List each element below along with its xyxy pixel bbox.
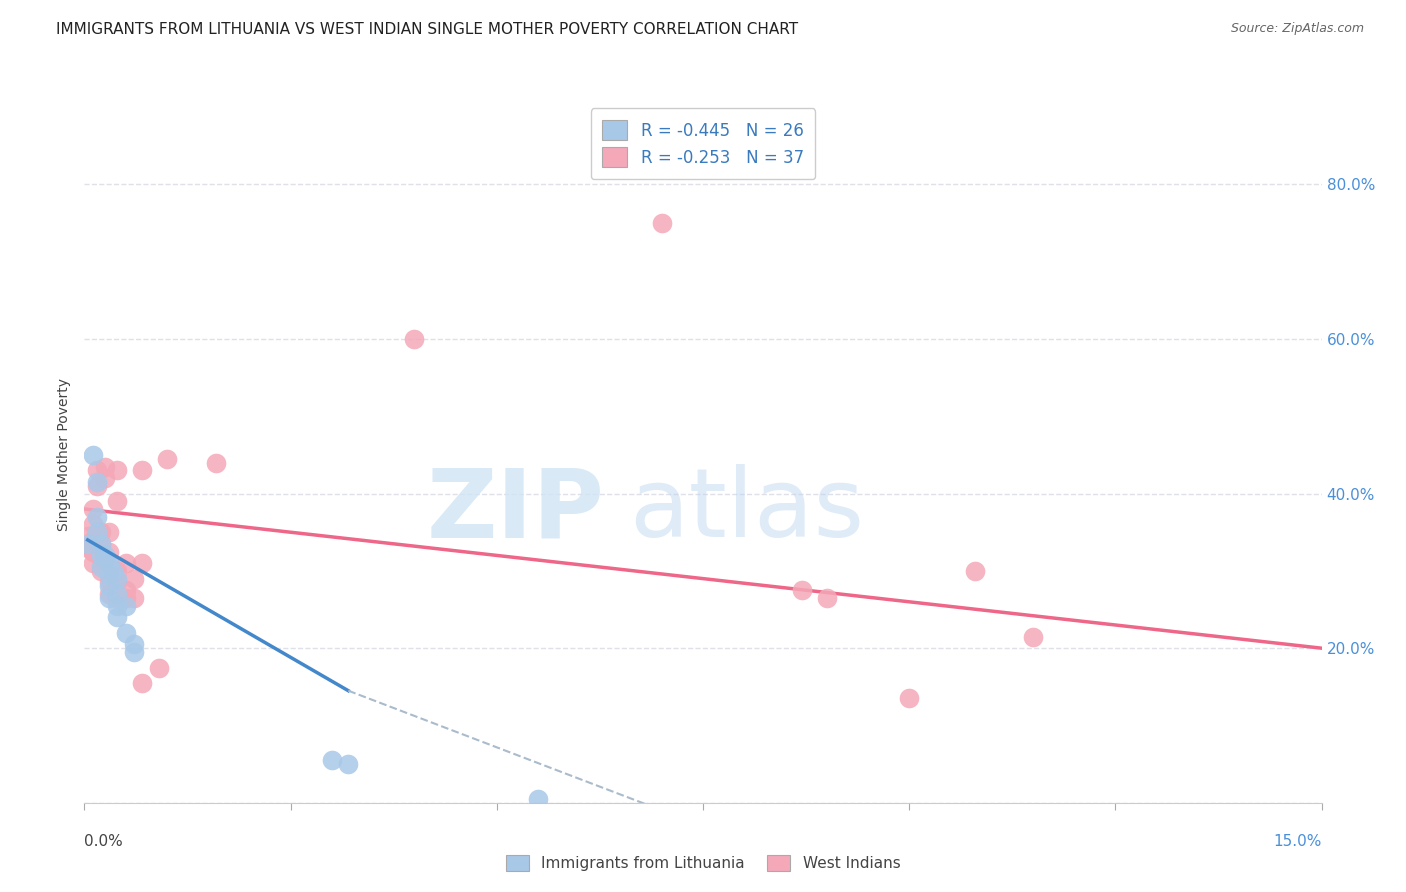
Point bbox=[131, 676, 153, 690]
Point bbox=[131, 556, 153, 570]
Point bbox=[965, 564, 987, 578]
Point bbox=[94, 549, 117, 563]
Point bbox=[337, 757, 360, 772]
Point bbox=[94, 459, 117, 474]
Point bbox=[815, 591, 838, 605]
Point bbox=[98, 575, 121, 590]
Point bbox=[98, 579, 121, 593]
Text: Source: ZipAtlas.com: Source: ZipAtlas.com bbox=[1230, 22, 1364, 36]
Legend: Immigrants from Lithuania, West Indians: Immigrants from Lithuania, West Indians bbox=[498, 847, 908, 879]
Point bbox=[82, 533, 104, 547]
Point bbox=[90, 560, 112, 574]
Point bbox=[122, 572, 145, 586]
Point bbox=[122, 637, 145, 651]
Point bbox=[90, 525, 112, 540]
Point bbox=[82, 556, 104, 570]
Text: ZIP: ZIP bbox=[426, 464, 605, 558]
Point bbox=[122, 645, 145, 659]
Text: IMMIGRANTS FROM LITHUANIA VS WEST INDIAN SINGLE MOTHER POVERTY CORRELATION CHART: IMMIGRANTS FROM LITHUANIA VS WEST INDIAN… bbox=[56, 22, 799, 37]
Point bbox=[98, 560, 121, 574]
Point bbox=[1022, 630, 1045, 644]
Text: 0.0%: 0.0% bbox=[84, 834, 124, 849]
Point bbox=[98, 525, 121, 540]
Point bbox=[105, 494, 128, 508]
Point bbox=[105, 599, 128, 613]
Point bbox=[898, 691, 921, 706]
Point bbox=[90, 537, 112, 551]
Point bbox=[86, 509, 108, 524]
Point bbox=[790, 583, 813, 598]
Point bbox=[114, 591, 136, 605]
Point bbox=[105, 610, 128, 624]
Point bbox=[114, 583, 136, 598]
Point bbox=[148, 660, 170, 674]
Point bbox=[90, 537, 112, 551]
Point bbox=[86, 525, 108, 540]
Point bbox=[98, 587, 121, 601]
Point bbox=[98, 544, 121, 558]
Point bbox=[90, 552, 112, 566]
Point bbox=[105, 587, 128, 601]
Point bbox=[103, 564, 125, 578]
Point bbox=[77, 529, 100, 543]
Point bbox=[82, 448, 104, 462]
Point bbox=[90, 549, 112, 563]
Point bbox=[86, 479, 108, 493]
Point bbox=[90, 564, 112, 578]
Point bbox=[114, 599, 136, 613]
Point bbox=[105, 564, 128, 578]
Point bbox=[105, 591, 128, 605]
Point bbox=[131, 463, 153, 477]
Point bbox=[98, 591, 121, 605]
Point bbox=[82, 502, 104, 516]
Point bbox=[86, 475, 108, 489]
Point bbox=[321, 753, 343, 767]
Point bbox=[651, 216, 673, 230]
Point bbox=[98, 556, 121, 570]
Point bbox=[77, 541, 100, 555]
Point bbox=[86, 463, 108, 477]
Point bbox=[105, 463, 128, 477]
Point bbox=[404, 332, 426, 346]
Point bbox=[94, 471, 117, 485]
Point bbox=[156, 451, 179, 466]
Point bbox=[527, 792, 550, 806]
Point bbox=[114, 556, 136, 570]
Point bbox=[77, 537, 100, 551]
Point bbox=[205, 456, 228, 470]
Point bbox=[98, 567, 121, 582]
Text: atlas: atlas bbox=[628, 464, 863, 558]
Point bbox=[82, 517, 104, 532]
Point bbox=[105, 575, 128, 590]
Point bbox=[82, 544, 104, 558]
Point bbox=[114, 625, 136, 640]
Point bbox=[122, 591, 145, 605]
Point bbox=[105, 572, 128, 586]
Text: 15.0%: 15.0% bbox=[1274, 834, 1322, 849]
Point bbox=[94, 552, 117, 566]
Y-axis label: Single Mother Poverty: Single Mother Poverty bbox=[58, 378, 72, 532]
